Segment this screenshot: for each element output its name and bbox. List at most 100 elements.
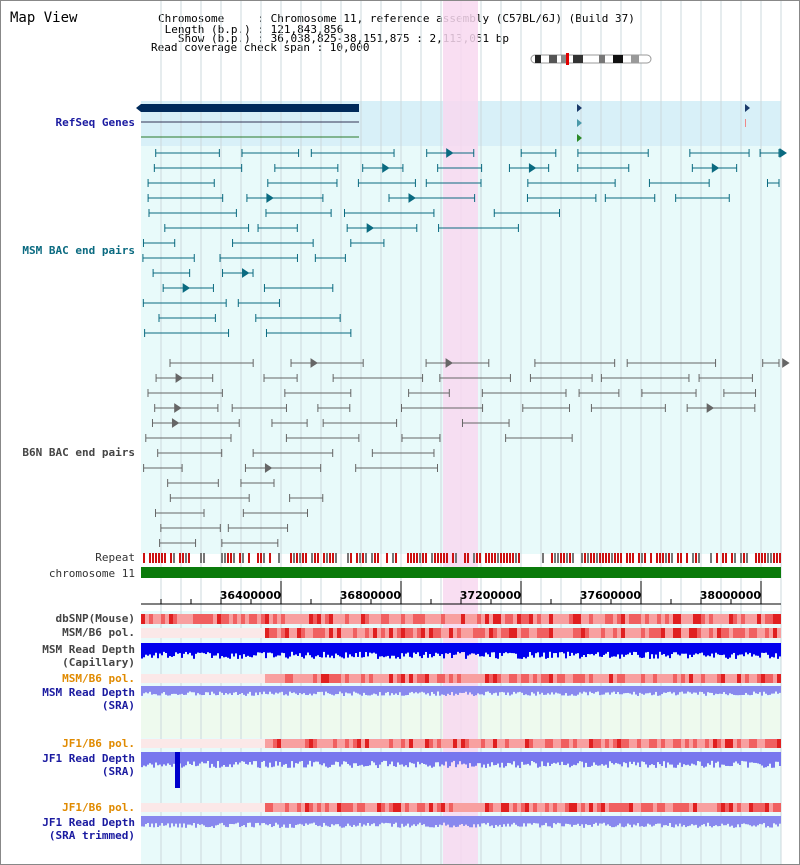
depth-bar xyxy=(261,752,263,762)
depth-bar xyxy=(219,816,221,824)
msm-pol-label-2[interactable]: MSM/B6 pol. xyxy=(62,672,135,685)
repeat-mark xyxy=(668,553,670,563)
depth-bar xyxy=(359,752,361,766)
depth-bar xyxy=(239,816,241,828)
jf1-depth-trimmed-label[interactable]: JF1 Read Depth xyxy=(42,816,135,829)
depth-bar xyxy=(537,816,539,824)
chromosome-ideogram[interactable] xyxy=(530,53,652,65)
jf1-depth-sra-label[interactable]: JF1 Read Depth xyxy=(42,752,135,765)
depth-bar xyxy=(435,816,437,826)
highlight-region[interactable] xyxy=(443,1,478,864)
depth-bar xyxy=(557,816,559,823)
depth-bar xyxy=(627,643,629,655)
axis-tick-label: 37200000 xyxy=(460,589,522,602)
depth-bar xyxy=(587,816,589,826)
b6n-bac-label[interactable]: B6N BAC end pairs xyxy=(22,446,135,459)
pol-cell xyxy=(501,803,505,812)
depth-bar xyxy=(159,643,161,654)
jf1-pol-label-1[interactable]: JF1/B6 pol. xyxy=(62,737,135,750)
depth-bar xyxy=(363,752,365,767)
refseq-genes[interactable] xyxy=(136,104,750,142)
pol-cell xyxy=(233,628,237,638)
depth-bar xyxy=(663,686,665,693)
repeat-mark xyxy=(278,553,280,563)
depth-bar xyxy=(715,643,717,653)
pol-cell xyxy=(277,674,281,683)
msm-depth-capillary-label[interactable]: MSM Read Depth xyxy=(42,643,135,656)
msm-pol-label-1[interactable]: MSM/B6 pol. xyxy=(62,626,135,639)
pol-cell xyxy=(645,674,649,683)
pol-cell xyxy=(713,739,717,748)
depth-bar xyxy=(225,643,227,657)
msm-bac-pairs[interactable] xyxy=(142,148,787,337)
depth-bar xyxy=(219,752,221,768)
pol-cell xyxy=(361,628,365,638)
chromosome-bar[interactable] xyxy=(141,567,781,578)
depth-bar xyxy=(575,643,577,654)
depth-bar xyxy=(301,816,303,825)
depth-bar xyxy=(313,643,315,659)
repeat-mark xyxy=(515,553,517,563)
depth-bar xyxy=(295,686,297,694)
depth-bar xyxy=(343,643,345,659)
depth-bar xyxy=(605,643,607,654)
pol-cell xyxy=(209,739,213,748)
pol-cell xyxy=(413,628,417,638)
depth-bar xyxy=(633,816,635,825)
b6n-bac-pairs[interactable] xyxy=(143,358,790,547)
depth-bar xyxy=(163,816,165,826)
depth-bar xyxy=(523,816,525,824)
pol-cell xyxy=(265,628,269,638)
dbsnp-label[interactable]: dbSNP(Mouse) xyxy=(55,612,135,625)
depth-bar xyxy=(279,752,281,762)
depth-bar xyxy=(199,752,201,764)
pol-cell xyxy=(373,614,377,624)
repeat-mark xyxy=(722,553,724,563)
refseq-label[interactable]: RefSeq Genes xyxy=(55,116,135,129)
pol-cell xyxy=(417,739,421,748)
depth-bar xyxy=(271,752,273,768)
pol-cell xyxy=(157,803,161,812)
depth-bar xyxy=(415,752,417,768)
depth-bar xyxy=(143,686,145,694)
depth-bar xyxy=(193,686,195,693)
pol-cell xyxy=(645,803,649,812)
depth-bar xyxy=(389,752,391,765)
depth-bar xyxy=(481,686,483,695)
heat-tracks[interactable] xyxy=(141,614,781,828)
depth-bar xyxy=(189,643,191,653)
depth-bar xyxy=(415,686,417,693)
depth-bar xyxy=(459,816,461,825)
depth-bar xyxy=(511,752,513,765)
depth-bar xyxy=(549,686,551,695)
depth-bar xyxy=(737,686,739,696)
pol-cell xyxy=(249,674,253,683)
depth-bar xyxy=(343,752,345,762)
pol-cell xyxy=(497,739,501,748)
depth-bar xyxy=(611,752,613,764)
pol-cell xyxy=(177,803,181,812)
repeat-mark xyxy=(566,553,568,563)
depth-bar xyxy=(631,686,633,695)
jf1-pol-label-2[interactable]: JF1/B6 pol. xyxy=(62,801,135,814)
depth-bar xyxy=(485,752,487,768)
depth-bar xyxy=(293,816,295,828)
depth-bar xyxy=(289,686,291,692)
pol-cell xyxy=(577,739,581,748)
pol-cell xyxy=(149,674,153,683)
msm-depth-sra-label[interactable]: MSM Read Depth xyxy=(42,686,135,699)
pol-cell xyxy=(165,614,169,624)
pol-cell xyxy=(461,674,465,683)
msm-bac-label[interactable]: MSM BAC end pairs xyxy=(22,244,135,257)
depth-bar xyxy=(575,752,577,766)
repeat-track[interactable] xyxy=(143,553,781,563)
depth-bar xyxy=(159,816,161,826)
depth-bar xyxy=(419,816,421,823)
depth-bar xyxy=(693,643,695,655)
depth-bar xyxy=(515,816,517,825)
pol-cell xyxy=(689,628,693,638)
depth-bar xyxy=(641,686,643,694)
depth-bar xyxy=(487,643,489,655)
depth-bar xyxy=(543,816,545,826)
